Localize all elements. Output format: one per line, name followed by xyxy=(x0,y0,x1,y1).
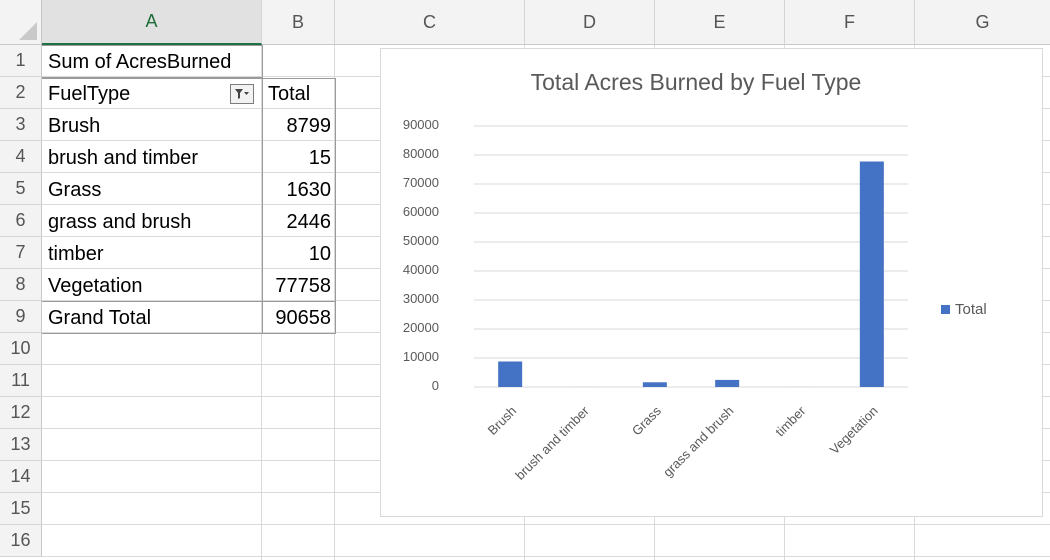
pivot-row-label[interactable]: timber xyxy=(48,242,104,265)
legend-swatch xyxy=(941,305,950,314)
y-tick-label: 80000 xyxy=(402,146,439,161)
pivot-grand-total-label[interactable]: Grand Total xyxy=(48,306,152,329)
column-gridline xyxy=(334,45,335,560)
column-header-f[interactable]: F xyxy=(785,0,915,45)
filter-funnel-icon xyxy=(235,89,249,99)
row-header-1[interactable]: 1 xyxy=(0,45,42,77)
row-header-16[interactable]: 16 xyxy=(0,525,42,557)
bar-vegetation[interactable] xyxy=(859,161,884,387)
row-header-2[interactable]: 2 xyxy=(0,77,42,109)
y-tick-label: 60000 xyxy=(402,204,439,219)
pivot-grand-total-value[interactable]: 90658 xyxy=(275,306,331,329)
column-header-d[interactable]: D xyxy=(525,0,655,45)
pivot-row-label[interactable]: brush and timber xyxy=(48,146,199,169)
pivot-grand-total-divider xyxy=(42,301,336,302)
y-tick-label: 90000 xyxy=(402,117,439,132)
pivot-row-value[interactable]: 10 xyxy=(308,242,331,265)
pivot-row-label[interactable]: Grass xyxy=(48,178,102,201)
row-header-4[interactable]: 4 xyxy=(0,141,42,173)
column-header-c[interactable]: C xyxy=(335,0,525,45)
pivot-field-label: FuelType xyxy=(48,82,131,105)
y-tick-label: 10000 xyxy=(402,349,439,364)
bar-brush[interactable] xyxy=(498,361,523,387)
pivot-row-label[interactable]: grass and brush xyxy=(48,210,192,233)
bar-grass-and-brush[interactable] xyxy=(715,379,740,387)
pivot-column-divider xyxy=(262,78,263,334)
y-tick-label: 20000 xyxy=(402,320,439,335)
chart-title[interactable]: Total Acres Burned by Fuel Type xyxy=(530,69,862,95)
row-header-9[interactable]: 9 xyxy=(0,301,42,333)
y-tick-label: 70000 xyxy=(402,175,439,190)
y-tick-label: 50000 xyxy=(402,233,439,248)
column-header-e[interactable]: E xyxy=(655,0,785,45)
y-tick-label: 0 xyxy=(431,378,439,393)
column-header-b[interactable]: B xyxy=(262,0,335,45)
row-header-14[interactable]: 14 xyxy=(0,461,42,493)
chart-legend[interactable]: Total xyxy=(941,301,987,318)
row-header-8[interactable]: 8 xyxy=(0,269,42,301)
pivot-table-border xyxy=(42,78,336,334)
select-all-icon xyxy=(19,22,37,40)
row-header-3[interactable]: 3 xyxy=(0,109,42,141)
pivot-row-value[interactable]: 15 xyxy=(308,146,331,169)
pivot-row-value[interactable]: 1630 xyxy=(286,178,332,201)
pivot-row-value[interactable]: 77758 xyxy=(275,274,331,297)
pivot-row-value[interactable]: 2446 xyxy=(286,210,332,233)
pivot-value-header[interactable]: Total xyxy=(268,82,311,105)
pivot-row-label[interactable]: Brush xyxy=(48,114,101,137)
row-header-10[interactable]: 10 xyxy=(0,333,42,365)
row-gridline xyxy=(42,524,1050,525)
chart-plot-area[interactable] xyxy=(381,49,1042,516)
column-header-a[interactable]: A xyxy=(42,0,262,45)
column-gridline xyxy=(261,45,262,560)
bar-grass[interactable] xyxy=(642,382,667,387)
filter-dropdown-button[interactable] xyxy=(230,84,254,104)
row-header-5[interactable]: 5 xyxy=(0,173,42,205)
row-header-6[interactable]: 6 xyxy=(0,205,42,237)
select-all-corner[interactable] xyxy=(0,0,42,45)
row-header-13[interactable]: 13 xyxy=(0,429,42,461)
pivot-row-field-header[interactable]: FuelType xyxy=(44,78,262,110)
pivot-title-cell[interactable]: Sum of AcresBurned xyxy=(48,50,232,73)
row-header-11[interactable]: 11 xyxy=(0,365,42,397)
row-gridline xyxy=(42,556,1050,557)
row-header-12[interactable]: 12 xyxy=(0,397,42,429)
pivot-row-value[interactable]: 8799 xyxy=(286,114,332,137)
pivot-title-border xyxy=(42,45,263,78)
column-header-g[interactable]: G xyxy=(915,0,1050,45)
pivot-row-label[interactable]: Vegetation xyxy=(48,274,143,297)
y-tick-label: 40000 xyxy=(402,262,439,277)
y-tick-label: 30000 xyxy=(402,291,439,306)
pivot-chart[interactable]: Total Acres Burned by Fuel Type 0 10000 20… xyxy=(380,48,1043,517)
row-header-15[interactable]: 15 xyxy=(0,493,42,525)
row-header-7[interactable]: 7 xyxy=(0,237,42,269)
legend-entry-total: Total xyxy=(955,301,987,318)
